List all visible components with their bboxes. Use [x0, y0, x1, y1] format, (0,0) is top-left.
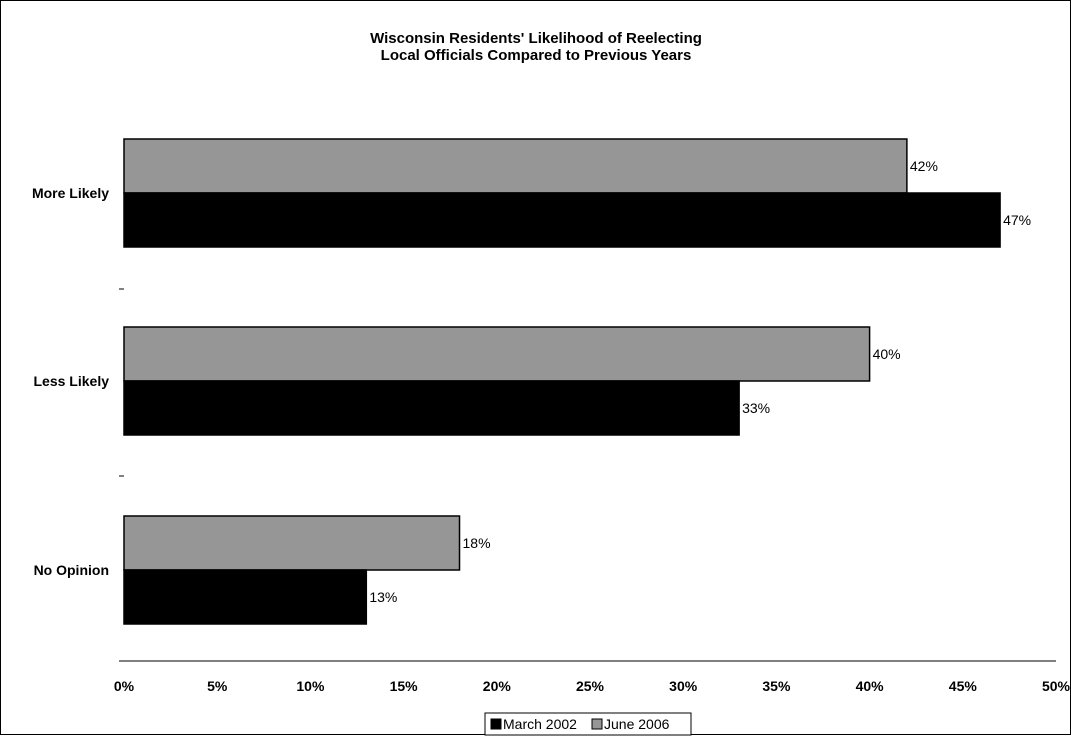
x-tick-label: 0%	[114, 678, 135, 694]
legend-swatch	[591, 718, 603, 730]
chart-title: Wisconsin Residents' Likelihood of Reele…	[370, 30, 702, 64]
bar-less-likely-march-2002	[123, 380, 740, 436]
x-tick-label: 5%	[207, 678, 228, 694]
data-label: 42%	[910, 158, 938, 174]
legend-label: March 2002	[503, 716, 577, 732]
legend-swatch	[490, 718, 502, 730]
category-label: No Opinion	[34, 562, 109, 578]
category-labels: More Likely Less Likely No Opinion	[32, 185, 124, 578]
x-axis: 0% 5% 10% 15% 20% 25% 30% 35% 40% 45% 50%	[114, 660, 1071, 694]
category-label: Less Likely	[34, 373, 110, 389]
bar-less-likely-june-2006	[123, 326, 871, 382]
bar-no-opinion-june-2006	[123, 515, 461, 571]
data-label: 47%	[1003, 212, 1031, 228]
data-label: 18%	[463, 535, 491, 551]
bar-no-opinion-march-2002	[123, 569, 368, 625]
chart-title-line-2: Local Officials Compared to Previous Yea…	[381, 47, 692, 64]
bar-more-likely-june-2006	[123, 138, 908, 194]
data-label: 33%	[742, 400, 770, 416]
x-tick-label: 20%	[483, 678, 512, 694]
x-tick-label: 40%	[856, 678, 885, 694]
legend: March 2002 June 2006	[484, 712, 692, 736]
x-tick-label: 10%	[296, 678, 325, 694]
x-tick-label: 45%	[949, 678, 978, 694]
chart-title-line-1: Wisconsin Residents' Likelihood of Reele…	[370, 30, 702, 47]
bar-more-likely-march-2002	[123, 192, 1001, 248]
data-label: 40%	[873, 346, 901, 362]
x-tick-label: 15%	[390, 678, 419, 694]
x-tick-label: 30%	[669, 678, 698, 694]
x-tick-label: 25%	[576, 678, 605, 694]
x-tick-label: 50%	[1042, 678, 1071, 694]
legend-label: June 2006	[604, 716, 670, 732]
category-label: More Likely	[32, 185, 109, 201]
bars: 42% 47% 40% 33% 18% 13%	[123, 138, 1031, 625]
data-label: 13%	[369, 589, 397, 605]
x-tick-label: 35%	[762, 678, 791, 694]
